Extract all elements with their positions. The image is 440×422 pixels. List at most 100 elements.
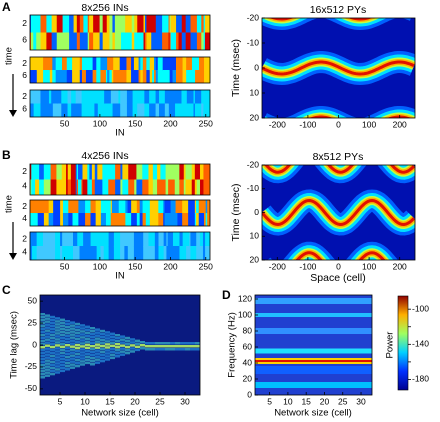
strip-cell (66, 57, 73, 71)
lag-cell (75, 331, 80, 335)
strip-cell (67, 103, 72, 117)
lag-cell (90, 345, 95, 348)
strip-cell (100, 213, 107, 226)
strip-cell (121, 32, 126, 50)
lag-cell (40, 361, 45, 364)
strip-cell (114, 15, 122, 33)
strip-cell (113, 70, 121, 83)
strip-cell (177, 213, 183, 226)
strip-cell (105, 200, 112, 214)
strip-cell (43, 179, 52, 195)
lag-cell (75, 364, 80, 368)
lag-cell (60, 351, 65, 355)
lag-cell (100, 344, 105, 348)
strip-cell (152, 57, 155, 71)
lag-cell (175, 348, 180, 351)
lag-cell (175, 345, 180, 348)
strip-cell (56, 179, 63, 195)
lag-cell (130, 341, 135, 344)
strip-cell (132, 103, 138, 117)
x-tick-label: 20 (130, 396, 140, 406)
strip-cell (194, 164, 198, 180)
panel-title: 8x256 INs (81, 2, 128, 14)
lag-cell (45, 350, 50, 353)
strip-cell (152, 70, 155, 83)
strip-cell (73, 15, 78, 33)
strip-cell (167, 232, 170, 247)
lag-cell (55, 332, 60, 335)
freq-band (255, 298, 372, 304)
strip-cell (30, 232, 33, 247)
strip-cell (143, 32, 146, 50)
strip-cell (30, 32, 32, 50)
lag-cell (50, 318, 55, 322)
lag-cell (70, 324, 75, 327)
strip-cell (198, 200, 205, 214)
x-tick-label: 150 (128, 118, 142, 128)
lag-cell (140, 347, 145, 350)
x-tick-label: 50 (60, 261, 70, 271)
lag-cell (55, 371, 60, 374)
lag-cell (60, 324, 65, 328)
lag-cell (85, 325, 90, 329)
x-tick-label: 200 (393, 119, 407, 129)
y-tick-label: 60 (243, 341, 253, 351)
strip-cell (185, 179, 193, 195)
lag-cell (65, 326, 70, 329)
lag-cell (65, 332, 70, 335)
lag-cell (110, 335, 115, 339)
strip-cell (43, 57, 51, 71)
lag-cell (100, 347, 105, 351)
strip-cell (203, 179, 210, 195)
lag-cell (115, 334, 120, 337)
strip-cell (142, 200, 147, 214)
y-tick-label: 6 (22, 104, 27, 114)
lag-cell (70, 333, 75, 336)
lag-cell (110, 341, 115, 345)
strip-cell (77, 246, 81, 260)
strip-cell (152, 179, 158, 195)
strip-cell (125, 15, 133, 33)
strip-cell (185, 32, 192, 50)
strip-cell (127, 200, 132, 214)
strip-cell (199, 232, 203, 247)
strip-cell (112, 103, 119, 117)
strip-cell (36, 232, 44, 247)
lag-cell (65, 323, 70, 326)
strip-cell (168, 179, 176, 195)
strip-cell (162, 32, 170, 50)
lag-cell (50, 315, 55, 319)
strip-cell (137, 90, 143, 104)
strip-cell (61, 90, 69, 104)
strip-cell (71, 90, 77, 104)
strip-cell (62, 32, 70, 50)
strip-cell (79, 32, 84, 50)
lag-cell (45, 338, 50, 341)
strip-cell (46, 32, 53, 50)
y-tick-label: -50 (25, 383, 38, 393)
lag-cell (85, 361, 90, 365)
lag-cell (65, 338, 70, 341)
strip-cell (83, 246, 85, 260)
lag-cell (95, 352, 100, 355)
wave-band (264, 165, 415, 174)
strip-cell (201, 15, 205, 33)
lag-cell (70, 348, 75, 351)
strip-cell (49, 70, 53, 83)
heatmap-image (40, 295, 200, 395)
strip-cell (182, 213, 189, 226)
strip-cell (125, 200, 129, 214)
lag-cell (70, 321, 75, 324)
strip-cell (85, 70, 94, 83)
y-tick-label: 2 (22, 201, 27, 211)
strip-cell (69, 246, 74, 260)
strip-cell (62, 15, 70, 33)
strip-cell (205, 246, 210, 260)
strip-cell (104, 103, 112, 117)
y-axis-label: Frequency (Hz) (227, 312, 238, 377)
strip-cell (133, 246, 142, 260)
lag-cell (45, 362, 50, 365)
strip-cell (196, 246, 201, 260)
lag-cell (120, 335, 125, 338)
strip-cell (81, 164, 83, 180)
